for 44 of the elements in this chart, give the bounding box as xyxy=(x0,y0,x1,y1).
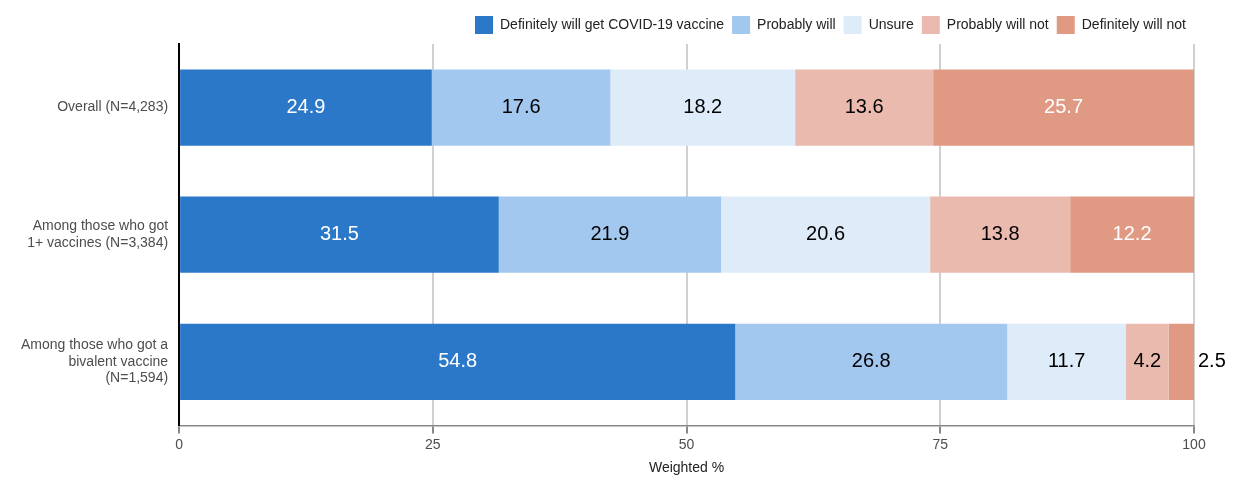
bar xyxy=(795,69,934,146)
bar xyxy=(1168,323,1194,400)
x-tick-label: 0 xyxy=(175,435,184,452)
legend-label: Definitely will not xyxy=(1081,15,1187,32)
legend-label: Probably will xyxy=(757,15,836,32)
x-tick-label: 75 xyxy=(932,435,949,452)
bar xyxy=(735,323,1008,400)
data-label: 24.9 xyxy=(286,95,326,118)
data-label: 4.2 xyxy=(1133,349,1162,372)
legend-label: Unsure xyxy=(868,15,915,32)
data-label: 54.8 xyxy=(438,349,478,372)
bar xyxy=(1126,323,1169,400)
bar xyxy=(1070,196,1194,273)
x-tick-label: 100 xyxy=(1182,435,1206,452)
data-label: 20.6 xyxy=(806,222,846,245)
x-tick-label: 25 xyxy=(425,435,441,452)
bar xyxy=(180,196,499,273)
y-tick-label: Overall (N=4,283) xyxy=(57,98,169,115)
data-label: 26.8 xyxy=(851,349,891,372)
bar xyxy=(1007,323,1126,400)
data-label: 21.9 xyxy=(590,222,630,245)
bar xyxy=(930,196,1071,273)
data-label: 13.8 xyxy=(980,222,1020,245)
data-label: 12.2 xyxy=(1112,222,1152,245)
legend-label: Definitely will get COVID-19 vaccine xyxy=(500,15,725,32)
data-label: 25.7 xyxy=(1044,95,1084,118)
x-axis-title: Weighted % xyxy=(648,459,725,476)
data-label: 13.6 xyxy=(844,95,884,118)
y-tick-label: Among those who got a bivalent vaccine (N=1,594) xyxy=(20,335,169,386)
bar xyxy=(933,69,1194,146)
bar xyxy=(431,69,611,146)
bar xyxy=(721,196,931,273)
data-label: 17.6 xyxy=(501,95,541,118)
data-label: 18.2 xyxy=(683,95,723,118)
data-label: 11.7 xyxy=(1047,349,1086,372)
data-label: 31.5 xyxy=(319,222,359,245)
bar xyxy=(498,196,722,273)
bar xyxy=(180,69,432,146)
bar xyxy=(610,69,796,146)
y-tick-label: Among those who got 1+ vaccines (N=3,384) xyxy=(27,217,169,250)
x-tick-label: 50 xyxy=(678,435,695,452)
legend-label: Probably will not xyxy=(946,15,1049,32)
data-label: 2.5 xyxy=(1198,349,1226,372)
bar xyxy=(180,323,736,400)
